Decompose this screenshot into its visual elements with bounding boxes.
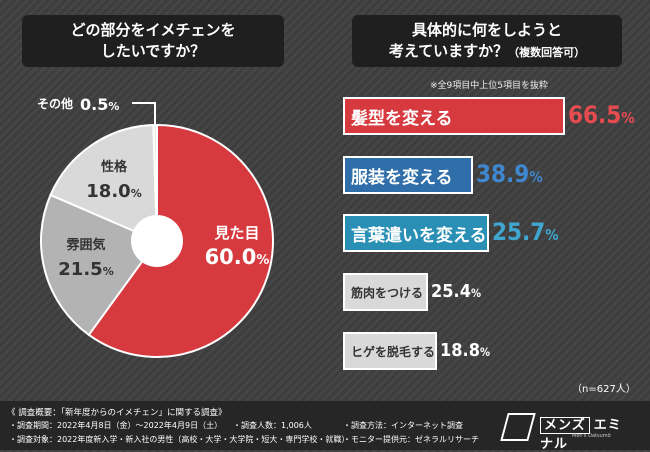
pie-label-personality: 性格 [101,159,128,175]
pie-value-atmosphere: 21.5% [58,259,113,280]
pie-center-hole [131,215,183,267]
survey-title: 《 調査概要：「新年度からのイメチェン」に関する調査》 [7,408,227,418]
bar-clothes: 服装を変える [343,156,473,194]
survey-provider: ・モニター提供元：ゼネラルリサーチ [343,435,479,444]
bar-question: 具体的に何をしようと 考えていますか？（複数回答可） [352,15,622,67]
pie-value-personality: 18.0% [86,181,141,202]
survey-target: ・調査対象：2022年度新入学・新入社の男性（高校・大学・大学院・短大・専門学校… [9,435,350,444]
sample-size: （n=627人） [572,384,636,395]
bar-value-speech: 25.7% [492,218,559,246]
pie-label-look: 見た目 [213,224,259,242]
pie-value-other: 0.5% [80,95,119,114]
bar-hairstyle: 髪型を変える [343,97,565,135]
bar-value-clothes: 38.9% [476,160,543,188]
bar-question-line-2: 考えていますか？ [388,41,509,60]
pie-label-atmosphere: 雰囲気 [66,237,105,253]
logo-name: エミナル [540,418,622,452]
bar-muscle: 筋肉をつける [343,273,428,311]
footer [0,401,650,450]
bar-speech: 言葉遣いを変える [343,214,489,252]
pie-question-line-1: どの部分をイメチェンを [70,21,236,39]
pie-slice-atmosphere [40,193,159,337]
bar-beard: ヒゲを脱毛する [343,332,437,370]
pie-label-other: その他 [37,96,73,111]
bar-question-suffix: （複数回答可） [508,45,586,59]
bar-question-line-1: 具体的に何をしようと [411,20,562,39]
logo-boxed-text: メンズ [540,417,590,434]
note-text: ※全9項目中上位5項目を抜粋 [430,81,548,91]
pie-question-line-2: したいですか？ [100,42,206,60]
bar-value-muscle: 25.4% [431,280,482,302]
pie-callout-line [132,102,156,127]
survey-count: ・調査人数：1,006人 [233,421,312,430]
brand-logo: メンズ エミナル Men's Datsumō [500,411,634,452]
survey-period: ・調査期間：2022年4月8日（金）〜2022年4月9日（土） [9,421,223,430]
pie-question: どの部分をイメチェンを したいですか？ [22,15,284,67]
bar-value-hairstyle: 66.5% [568,101,635,129]
pie-slice-personality [49,124,159,243]
survey-method: ・調査方法：インターネット調査 [343,421,463,430]
logo-mark-icon [500,413,536,441]
bar-value-beard: 18.8% [440,339,491,361]
logo-sub: Men's Datsumō [572,433,611,439]
